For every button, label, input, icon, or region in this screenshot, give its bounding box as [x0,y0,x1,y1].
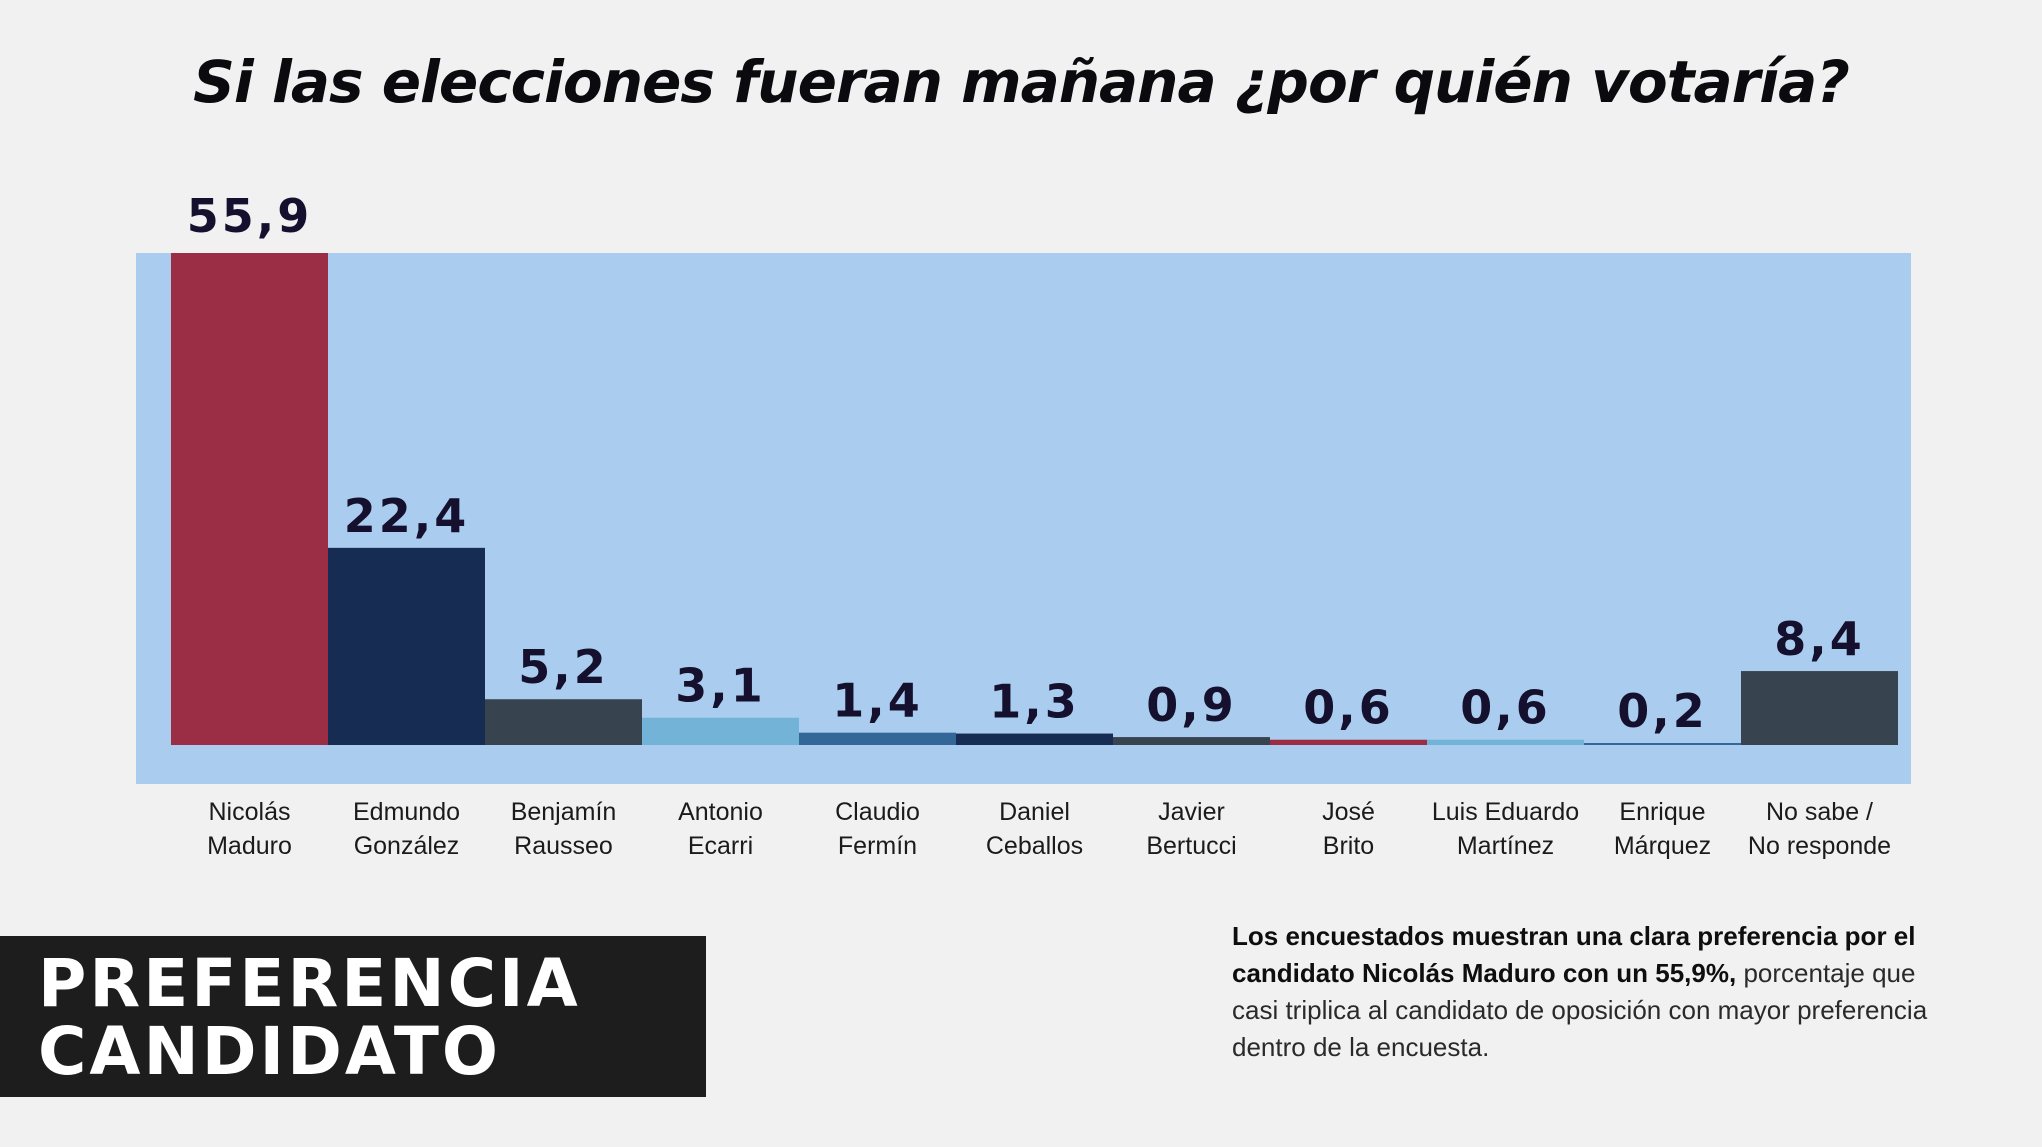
bar-5 [956,733,1113,745]
bars-group [171,253,1898,745]
category-label-10-line-1: No responde [1748,832,1891,860]
badge-line-1: PREFERENCIA [38,945,581,1022]
category-label-0-line-0: Nicolás [209,798,291,826]
bar-8 [1427,739,1584,745]
category-label-5-line-0: Daniel [999,798,1070,826]
category-label-9-line-1: Márquez [1614,832,1711,860]
value-label-6: 0,9 [1146,678,1237,732]
category-label-8-line-1: Martínez [1457,832,1554,860]
category-label-8-line-0: Luis Eduardo [1432,798,1579,826]
value-label-5: 1,3 [989,675,1080,729]
category-label-7-line-1: Brito [1323,832,1374,860]
value-label-3: 3,1 [675,659,766,713]
bar-4 [799,732,956,745]
category-label-1-line-1: González [354,832,460,860]
bar-1 [328,547,485,745]
value-label-0: 55,9 [187,189,313,243]
category-label-3-line-1: Ecarri [688,832,753,860]
category-label-1-line-0: Edmundo [353,798,460,826]
value-label-7: 0,6 [1303,681,1394,735]
category-label-10-line-0: No sabe / [1766,798,1873,826]
summary-note-bold: Los encuestados muestran una clara prefe… [1232,921,1916,988]
bar-7 [1270,739,1427,745]
value-labels-group: 55,9 22,4 5,2 3,1 1,4 1,3 0,9 0,6 0,6 0,2 8,4 [187,189,1865,738]
category-label-4-line-1: Fermín [838,832,917,860]
bar-10 [1741,671,1898,745]
category-label-6-line-1: Bertucci [1146,832,1236,860]
bar-2 [485,699,642,745]
value-label-4: 1,4 [832,674,923,728]
section-badge: PREFERENCIA CANDIDATO [0,936,706,1097]
value-label-1: 22,4 [344,489,470,543]
value-label-2: 5,2 [518,640,609,694]
category-label-2-line-1: Rausseo [514,832,613,860]
category-label-5-line-1: Ceballos [986,832,1083,860]
bar-6 [1113,737,1270,745]
bar-0 [171,253,328,745]
category-label-9-line-0: Enrique [1619,798,1705,826]
chart-title: Si las elecciones fueran mañana ¿por qui… [193,48,1850,116]
category-label-3-line-0: Antonio [678,798,763,826]
bar-chart: 55,9 22,4 5,2 3,1 1,4 1,3 0,9 0,6 0,6 0,2 8,4 Nico… [136,189,1911,860]
value-label-8: 0,6 [1460,681,1551,735]
value-label-10: 8,4 [1774,612,1865,666]
bar-3 [642,717,799,745]
summary-note-regular: porcentaje que casi triplica al candidat… [1232,958,1928,1062]
badge-line-2: CANDIDATO [38,1013,501,1090]
bar-9 [1584,743,1741,745]
category-labels-group: Nicolás Maduro Edmundo González Benjamín Raus… [207,798,1891,860]
category-label-2-line-0: Benjamín [511,798,617,826]
value-label-9: 0,2 [1617,684,1708,738]
category-label-0-line-1: Maduro [207,832,292,860]
summary-note: Los encuestados muestran una clara prefe… [1232,918,1932,1066]
category-label-4-line-0: Claudio [835,798,920,826]
category-label-6-line-0: Javier [1158,798,1225,826]
category-label-7-line-0: José [1322,798,1375,826]
